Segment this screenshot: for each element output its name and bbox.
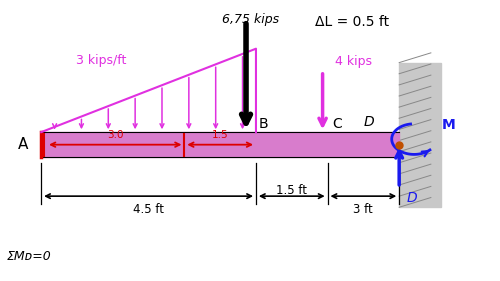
Text: A: A (18, 137, 28, 152)
Text: D: D (364, 115, 374, 129)
Text: 3 ft: 3 ft (354, 203, 373, 216)
Text: 4 kips: 4 kips (335, 55, 372, 68)
Text: D: D (406, 191, 418, 205)
Text: 3 kips/ft: 3 kips/ft (76, 54, 126, 67)
Bar (41, 132, 399, 157)
Text: B: B (258, 117, 268, 131)
Text: M: M (442, 118, 455, 132)
Text: 1.5 ft: 1.5 ft (276, 183, 308, 197)
Text: 6,75 kips: 6,75 kips (222, 13, 280, 26)
Bar (399, 63, 442, 207)
Text: C: C (332, 117, 342, 131)
Text: ΣΜᴅ=0: ΣΜᴅ=0 (6, 250, 51, 263)
Text: 3.0: 3.0 (107, 130, 124, 140)
Text: 1.5: 1.5 (212, 130, 228, 140)
Text: ΔL = 0.5 ft: ΔL = 0.5 ft (314, 15, 389, 29)
Text: 4.5 ft: 4.5 ft (133, 203, 164, 216)
